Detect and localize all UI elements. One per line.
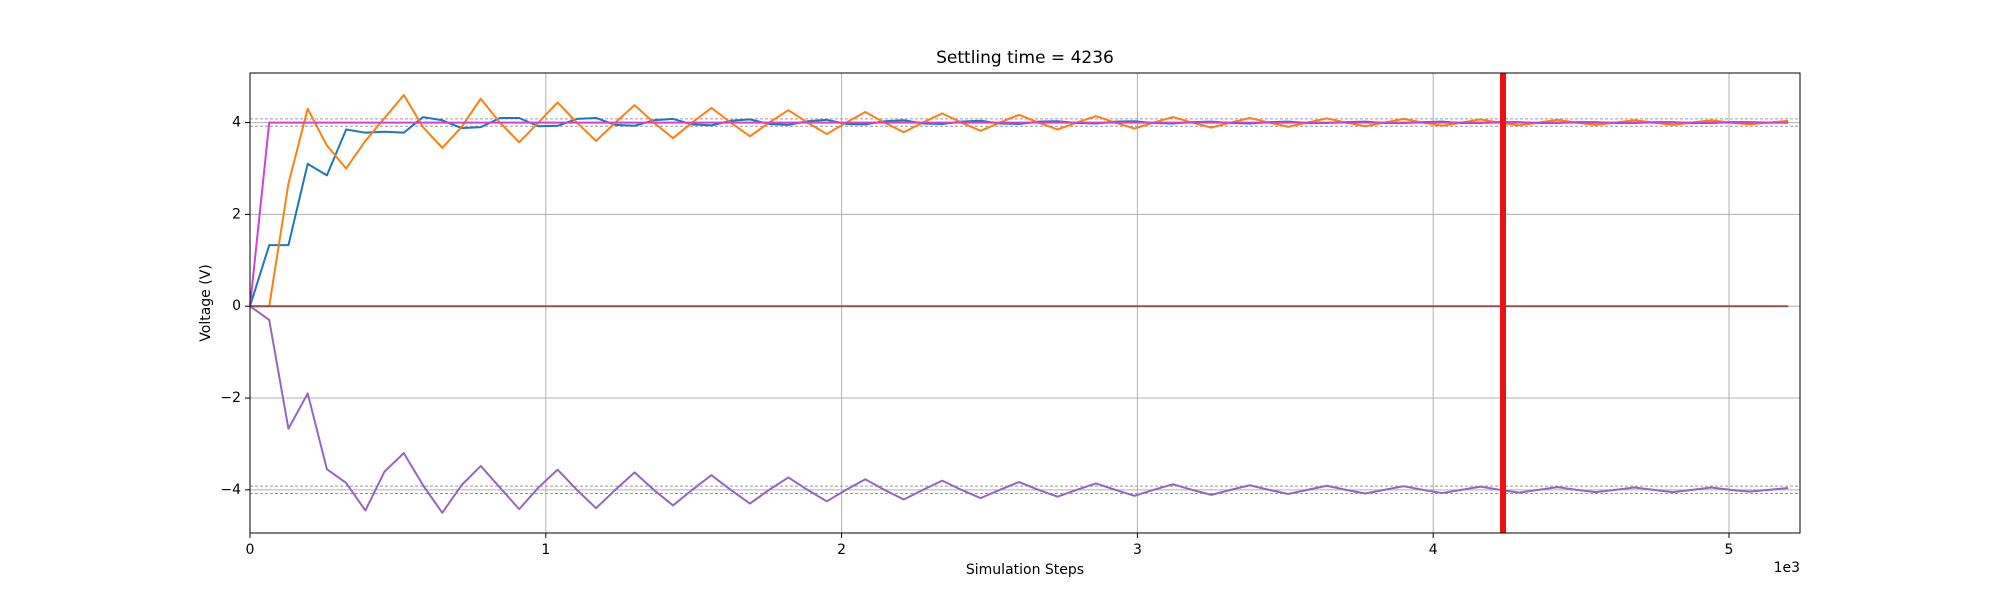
x-axis-label: Simulation Steps [966, 562, 1084, 578]
x-tick-label: 1 [541, 542, 550, 558]
x-tick-label: 2 [837, 542, 846, 558]
x-tick-label: 4 [1429, 542, 1438, 558]
plot-frame [249, 72, 1801, 534]
y-tick-label: 0 [232, 298, 241, 314]
y-axis-label: Voltage (V) [198, 264, 214, 341]
chart-title: Settling time = 4236 [936, 48, 1114, 68]
y-tick-label: 4 [232, 115, 241, 131]
x-tick-label: 0 [246, 542, 255, 558]
y-tick-label: −2 [220, 390, 241, 406]
y-tick-label: 2 [232, 206, 241, 222]
y-tick-label: −4 [220, 482, 241, 498]
x-offset-text: 1e3 [1774, 560, 1800, 576]
series-line [249, 121, 1789, 307]
x-tick-label: 5 [1725, 542, 1734, 558]
series-line [249, 305, 1789, 514]
series-line [249, 116, 1789, 307]
x-tick-label: 3 [1133, 542, 1142, 558]
